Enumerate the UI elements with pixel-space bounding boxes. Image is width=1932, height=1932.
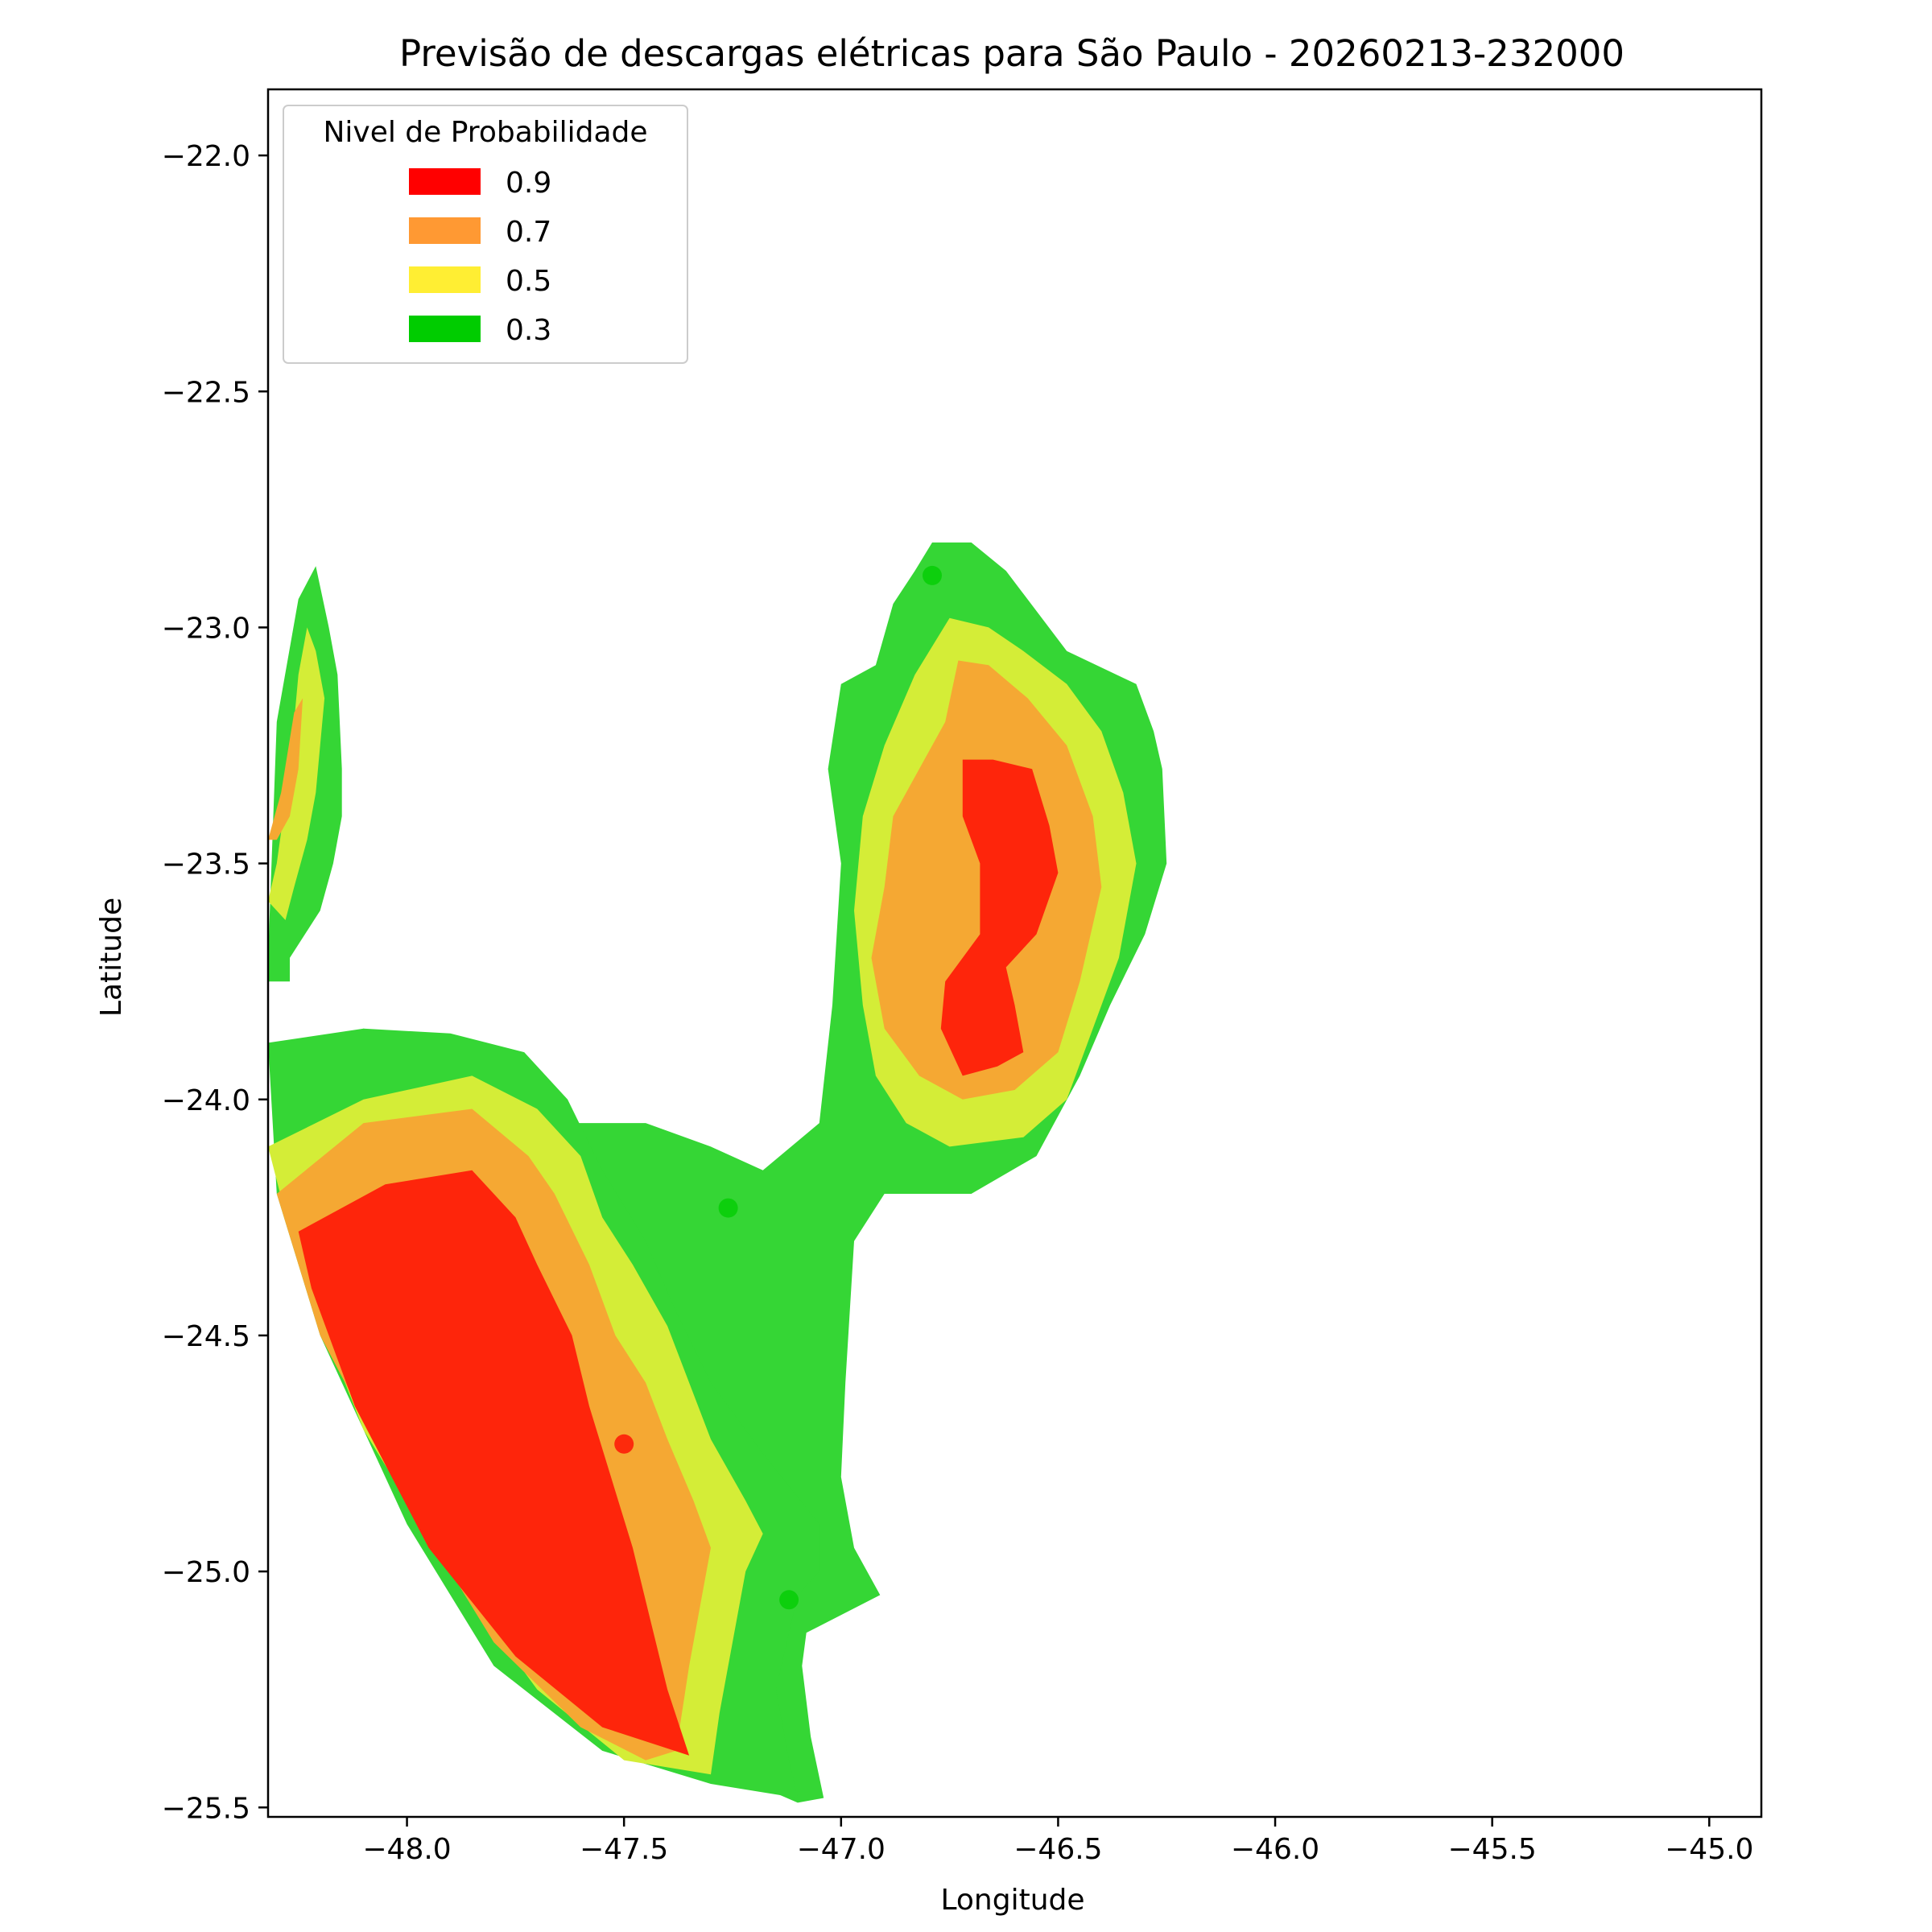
y-tick-label: −24.5: [162, 1320, 250, 1353]
contour-fill-07: [268, 698, 303, 840]
y-tick-label: −23.5: [162, 848, 250, 881]
legend-label-09: 0.9: [506, 167, 551, 200]
legend-swatch-05: [409, 266, 481, 293]
plot-area: [268, 542, 1167, 1803]
x-axis-label: Longitude: [940, 1884, 1084, 1917]
legend-box: [283, 105, 688, 364]
contour-region-northeast-cell: [276, 542, 1167, 1803]
y-tick-label: −24.0: [162, 1084, 250, 1117]
y-tick-label: −22.0: [162, 140, 250, 173]
strike-marker-4: [923, 565, 942, 585]
legend-title: Nivel de Probabilidade: [323, 116, 647, 149]
y-axis: −22.0 −22.5 −23.0 −23.5 −24.0 −24.5 −25.0 −25.5: [162, 140, 268, 1825]
legend-label-03: 0.3: [506, 314, 551, 347]
plot-frame: [266, 88, 1763, 1818]
contour-fill-09: [298, 1170, 690, 1756]
y-tick-label: −25.0: [162, 1556, 250, 1589]
x-axis: −48.0 −47.5 −47.0 −46.5 −46.0 −45.5 −45.0: [362, 1817, 1753, 1866]
x-tick-label: −45.5: [1448, 1833, 1537, 1866]
y-tick-label: −22.5: [162, 376, 250, 409]
contour-region-northwest-edge: [268, 566, 342, 982]
y-tick-label: −25.5: [162, 1792, 250, 1825]
contour-region-southwest-cell: [268, 1028, 819, 1798]
legend-label-05: 0.5: [506, 265, 551, 298]
x-tick-label: −47.5: [580, 1833, 668, 1866]
y-tick-label: −23.0: [162, 612, 250, 645]
strike-marker-3: [779, 1590, 799, 1610]
x-tick-label: −48.0: [362, 1833, 451, 1866]
y-axis-label: Latitude: [95, 898, 128, 1017]
contour-fill-09: [940, 759, 1059, 1076]
x-tick-label: −47.0: [797, 1833, 886, 1866]
strike-marker-2: [614, 1434, 634, 1454]
chart-title: Previsão de descargas elétricas para São…: [399, 32, 1624, 75]
strike-marker-1: [718, 1198, 738, 1218]
x-tick-label: −45.0: [1665, 1833, 1753, 1866]
legend-swatch-07: [409, 217, 481, 244]
x-tick-label: −46.5: [1013, 1833, 1102, 1866]
legend: Nivel de Probabilidade 0.9 0.7 0.5 0.3: [283, 105, 688, 364]
legend-label-07: 0.7: [506, 216, 551, 249]
legend-swatch-03: [409, 316, 481, 342]
legend-swatch-09: [409, 168, 481, 195]
x-tick-label: −46.0: [1231, 1833, 1319, 1866]
